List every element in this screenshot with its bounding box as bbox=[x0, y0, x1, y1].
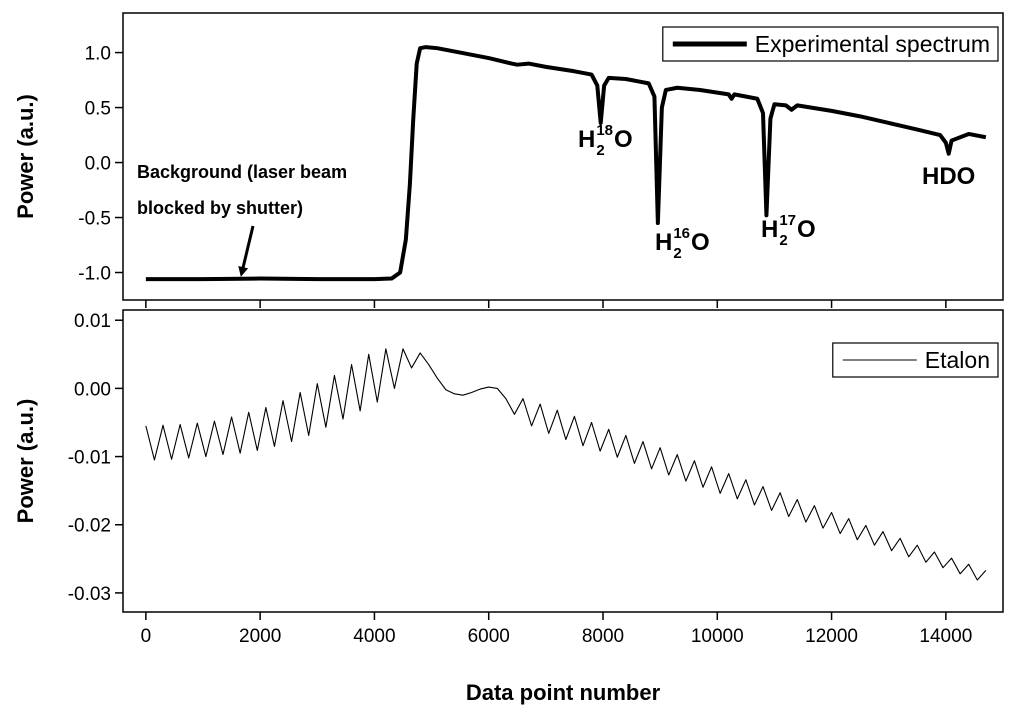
molecule-subscript: 2 bbox=[673, 245, 681, 262]
data-line bbox=[145, 45, 987, 282]
x-tick-label: 10000 bbox=[691, 626, 744, 647]
x-tick-label: 2000 bbox=[239, 626, 281, 647]
legend: Etalon bbox=[832, 342, 999, 378]
molecule-subscript: 2 bbox=[779, 232, 787, 249]
x-tick-label: 12000 bbox=[805, 626, 858, 647]
annotation-arrow bbox=[238, 225, 255, 277]
molecule-label: H bbox=[761, 216, 778, 243]
y-tick-label: 1.0 bbox=[85, 44, 111, 65]
molecule-superscript: 18 bbox=[596, 122, 613, 139]
annotation: Background (laser beam bbox=[137, 162, 347, 182]
y-axis-label: Power (a.u.) bbox=[13, 94, 38, 219]
plot-frame bbox=[122, 309, 1004, 613]
y-tick-label: 0.00 bbox=[74, 379, 111, 400]
molecule-superscript: 17 bbox=[779, 212, 796, 229]
molecule-label: O bbox=[797, 216, 816, 243]
y-tick-label: -1.0 bbox=[78, 264, 111, 285]
y-tick-label: 0.0 bbox=[85, 154, 111, 175]
y-tick-label: -0.02 bbox=[68, 516, 111, 537]
y-tick-label: -0.5 bbox=[78, 209, 111, 230]
plot-frame bbox=[122, 12, 1004, 301]
x-tick-label: 0 bbox=[141, 626, 152, 647]
molecule-label: HDO bbox=[922, 163, 975, 190]
molecule-label: H bbox=[655, 229, 672, 256]
molecule-subscript: 2 bbox=[596, 142, 604, 159]
x-tick-label: 8000 bbox=[582, 626, 624, 647]
x-axis-label: Data point number bbox=[466, 680, 661, 705]
x-tick-label: 14000 bbox=[919, 626, 972, 647]
molecule-superscript: 16 bbox=[673, 225, 690, 242]
x-tick-label: 6000 bbox=[468, 626, 510, 647]
y-tick-label: -0.03 bbox=[68, 584, 111, 605]
legend: Experimental spectrum bbox=[662, 26, 999, 62]
annotation: blocked by shutter) bbox=[137, 198, 303, 218]
y-tick-label: 0.01 bbox=[74, 311, 111, 332]
y-axis-label: Power (a.u.) bbox=[13, 399, 38, 524]
y-tick-label: -0.01 bbox=[68, 448, 111, 469]
legend-label: Etalon bbox=[925, 347, 990, 373]
molecule-label: O bbox=[614, 126, 633, 153]
y-tick-label: 0.5 bbox=[85, 99, 111, 120]
x-tick-label: 4000 bbox=[353, 626, 395, 647]
molecule-label: H bbox=[578, 126, 595, 153]
legend-label: Experimental spectrum bbox=[755, 31, 990, 57]
data-line bbox=[145, 348, 987, 581]
molecule-label: O bbox=[691, 229, 710, 256]
